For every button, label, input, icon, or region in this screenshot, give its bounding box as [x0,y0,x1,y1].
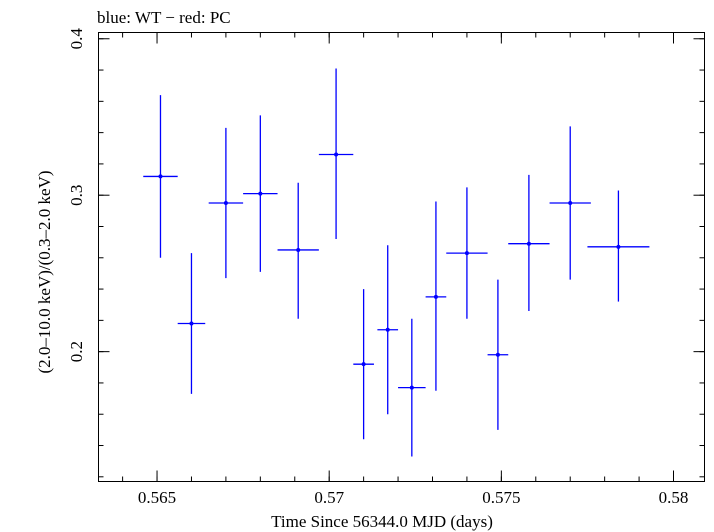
data-point [616,244,621,249]
data-point [526,241,531,246]
data-point [223,201,228,206]
data-points [158,152,621,390]
axis-ticks: 0.565 0.57 0.575 0.58 0.2 0.3 0.4 [67,28,705,507]
data-point [189,321,194,326]
x-tick-label: 0.57 [314,488,344,507]
x-tick-label: 0.58 [659,488,689,507]
data-point [433,294,438,299]
data-point [158,174,163,179]
data-point [385,327,390,332]
data-point [296,247,301,252]
y-tick-label: 0.4 [67,28,86,50]
plot-frame [98,32,705,482]
data-point [361,362,366,367]
data-point [409,385,414,390]
y-tick-label: 0.2 [67,341,86,362]
data-point [258,191,263,196]
x-tick-label: 0.565 [138,488,176,507]
y-tick-label: 0.3 [67,185,86,206]
y-axis-label: (2.0–10.0 keV)/(0.3–2.0 keV) [35,170,54,373]
x-tick-label: 0.575 [482,488,520,507]
data-point [495,352,500,357]
error-bars [143,68,650,457]
data-point [334,152,339,157]
data-point [464,251,469,256]
chart-title: blue: WT − red: PC [97,8,231,27]
x-axis-label: Time Since 56344.0 MJD (days) [271,512,493,531]
data-point [568,201,573,206]
